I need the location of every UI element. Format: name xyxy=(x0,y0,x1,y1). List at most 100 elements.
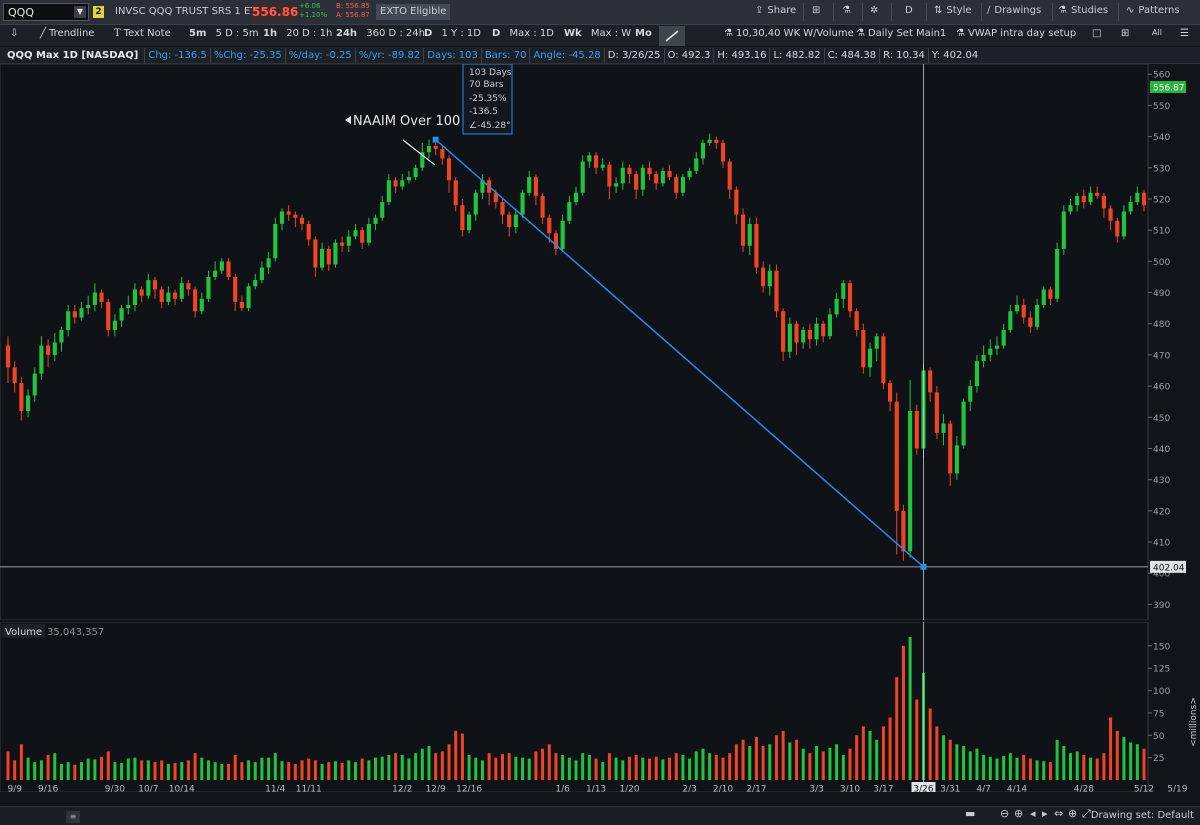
panel-grip-icon[interactable]: ≡ xyxy=(66,811,80,823)
quick-time-20d[interactable]: 1h 20 D : 1h xyxy=(263,28,332,39)
trendline[interactable] xyxy=(435,139,924,568)
volume-bar xyxy=(801,748,805,780)
candle-body xyxy=(460,205,465,231)
fit-icon[interactable]: ⇔ xyxy=(1054,807,1064,820)
volume-bar xyxy=(66,762,70,780)
grid-settings-button[interactable]: ⊞ xyxy=(812,5,820,16)
style-button[interactable]: ⇅ Style xyxy=(934,5,972,16)
share-button[interactable]: ⇪ Share xyxy=(755,5,796,16)
price-plot-area xyxy=(0,64,1149,620)
settings-button[interactable]: ✲ xyxy=(870,5,878,16)
candle-body xyxy=(500,202,505,215)
candle-body xyxy=(667,170,672,178)
studies-button[interactable]: ⚗ Studies xyxy=(1058,5,1108,16)
price-tick-label: 560 xyxy=(1153,71,1170,81)
quick-time-max-w[interactable]: Wk Max : W xyxy=(564,28,631,39)
trendline-handle[interactable] xyxy=(432,136,439,143)
candle-body xyxy=(914,411,919,449)
line-tool-button[interactable] xyxy=(659,26,685,46)
volume-bar xyxy=(247,760,251,780)
quick-time-key: 24h xyxy=(336,28,358,39)
scrollbar-icon[interactable]: ▬ xyxy=(965,807,976,820)
candle-body xyxy=(567,202,572,221)
trendline-handle[interactable] xyxy=(920,563,927,570)
info-pct-day: %/day: -0.25 xyxy=(286,47,356,63)
link-badge[interactable]: 2 xyxy=(93,6,104,18)
tooltip-box xyxy=(462,64,513,135)
study-set-1[interactable]: ⚗ 10,30,40 WK W/Volume xyxy=(724,28,854,39)
zoom-out-icon[interactable]: ⊖ xyxy=(1000,807,1010,820)
candle-body xyxy=(453,180,458,206)
candle-body xyxy=(908,411,913,552)
volume-bar xyxy=(374,757,378,780)
pin-button[interactable]: ⇩ xyxy=(10,28,18,39)
naaim-annotation[interactable]: NAAIM Over 100 xyxy=(345,114,460,166)
zoom-in-icon[interactable]: ⊕ xyxy=(1014,807,1024,820)
text-note-tool[interactable]: T Text Note xyxy=(114,28,171,39)
symbol-input[interactable]: QQQ ▼ xyxy=(3,3,89,21)
grid-layout-button[interactable]: ⊞ xyxy=(1121,28,1129,39)
volume-bar xyxy=(1022,754,1026,780)
trendline-tool[interactable]: ╱ Trendline xyxy=(40,28,94,39)
bid-ask: B: 556.85 A: 556.87 xyxy=(336,2,370,20)
candle-body xyxy=(266,258,271,268)
quick-time-mo[interactable]: Mo xyxy=(635,28,652,39)
price-chart[interactable]: 390 400 410 420 430 440 450 460 470 480 490 500 510 5… xyxy=(0,64,1200,620)
single-layout-button[interactable]: □ xyxy=(1092,28,1101,39)
candle-body xyxy=(928,370,933,393)
candle-body xyxy=(46,345,51,355)
volume-bar xyxy=(193,753,197,780)
candle-body xyxy=(406,177,412,181)
study-set-icon: ⚗ xyxy=(724,28,733,39)
quick-time-5d[interactable]: 5m 5 D : 5m xyxy=(189,28,259,39)
all-button[interactable]: All xyxy=(1152,28,1162,37)
date-tick-label: 12/9 xyxy=(426,785,446,793)
chart-title: QQQ Max 1D [NASDAQ] xyxy=(4,47,146,63)
candle-body xyxy=(881,336,886,383)
study-set-3[interactable]: ⚗ VWAP intra day setup xyxy=(956,28,1076,39)
menu-button[interactable]: ☰ xyxy=(1180,28,1189,39)
header-bar: QQQ ▼ 2 INVSC QQQ TRUST SRS 1 ETF 556.86… xyxy=(0,0,1200,24)
candle-body xyxy=(821,323,826,337)
volume-bar xyxy=(988,756,992,780)
flask-button[interactable]: ⚗ xyxy=(842,5,851,16)
volume-chart[interactable]: Volume 35,043,357 25 50 75 100 125 150 <milli… xyxy=(0,622,1200,792)
candle-body xyxy=(1115,220,1120,237)
timeframe-button[interactable]: D xyxy=(905,5,913,16)
volume-bar xyxy=(327,762,331,780)
volume-bar xyxy=(514,756,518,780)
date-tick-label: 1/20 xyxy=(619,785,639,793)
volume-bar xyxy=(53,753,57,780)
quick-time-label: 5 D : 5m xyxy=(215,28,259,39)
price-tick-label: 520 xyxy=(1153,195,1170,205)
date-tick-label: 11/11 xyxy=(296,785,322,793)
drawings-button[interactable]: ∕ Drawings xyxy=(987,5,1041,16)
study-set-2[interactable]: ⚗ Daily Set Main1 xyxy=(856,28,946,39)
patterns-button[interactable]: ∿ Patterns xyxy=(1126,5,1180,16)
quick-time-1y[interactable]: D 1 Y : 1D xyxy=(424,28,481,39)
pan-icon[interactable]: ⤢ xyxy=(1082,807,1091,820)
volume-bar xyxy=(507,753,511,780)
quick-time-360d[interactable]: 24h 360 D : 24h xyxy=(336,28,425,39)
date-tick-label: 3/31 xyxy=(940,785,960,793)
candle-body xyxy=(393,180,398,187)
volume-bar xyxy=(995,758,999,780)
scroll-left-icon[interactable]: ◂ xyxy=(1030,807,1036,820)
volume-bar xyxy=(1082,754,1086,780)
volume-bar xyxy=(648,758,652,780)
scroll-right-icon[interactable]: ▸ xyxy=(1042,807,1048,820)
candle-body xyxy=(680,177,685,193)
crosshair-icon[interactable]: ⊕ xyxy=(1068,807,1078,820)
studies-icon: ⚗ xyxy=(1058,5,1067,16)
candle-body xyxy=(674,177,679,193)
volume-bar xyxy=(875,739,879,780)
volume-bar xyxy=(641,757,645,780)
trendline-label: Trendline xyxy=(49,28,95,39)
volume-bar xyxy=(621,760,625,780)
volume-bar xyxy=(146,760,150,780)
symbol-dropdown-icon[interactable]: ▼ xyxy=(74,6,86,18)
volume-bar xyxy=(634,754,638,780)
quick-time-max-1d[interactable]: D Max : 1D xyxy=(492,28,554,39)
info-pct-chg: %Chg: -25.35 xyxy=(211,47,286,63)
volume-bar xyxy=(828,747,832,780)
